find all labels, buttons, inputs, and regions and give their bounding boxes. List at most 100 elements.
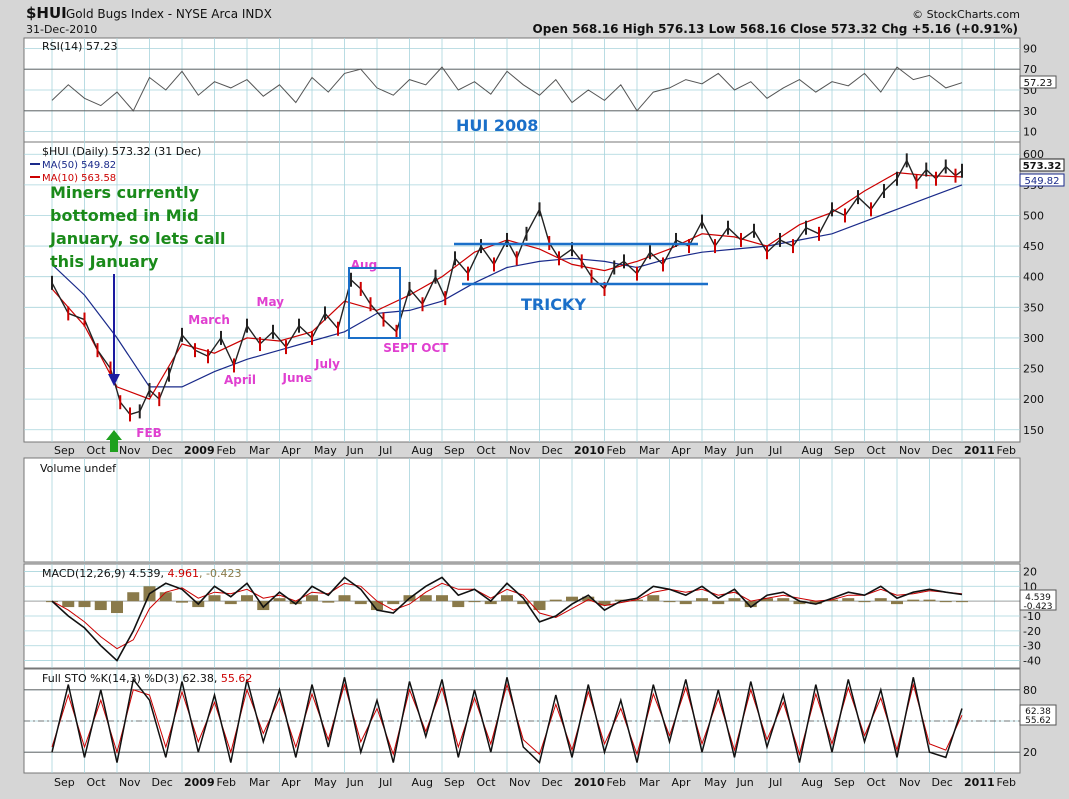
x-tick-label: Jul bbox=[768, 776, 782, 789]
sto-last-k: 62.38 bbox=[1025, 707, 1051, 717]
macd-hist-bar bbox=[939, 601, 952, 603]
macd-last-hist: -0.423 bbox=[1023, 602, 1052, 612]
symbol-name: Gold Bugs Index - NYSE Arca INDX bbox=[66, 7, 272, 21]
x-tick-label: Oct bbox=[867, 444, 887, 457]
macd-hist-bar bbox=[533, 601, 546, 611]
x-tick-label: Jun bbox=[346, 776, 364, 789]
x-tick-label: Sep bbox=[54, 776, 75, 789]
sept-oct-box bbox=[348, 267, 401, 339]
x-tick-label: 2009 bbox=[184, 776, 215, 789]
x-tick-label: Mar bbox=[249, 444, 270, 457]
y-tick-label: -30 bbox=[1023, 640, 1041, 653]
y-tick-label: 30 bbox=[1023, 105, 1037, 118]
month-annotation: March bbox=[188, 313, 230, 327]
price-label: $HUI (Daily) 573.32 (31 Dec) bbox=[42, 145, 201, 158]
sto-label-d: 55.62 bbox=[221, 672, 253, 685]
x-tick-label: Nov bbox=[899, 444, 921, 457]
y-tick-label: 90 bbox=[1023, 42, 1037, 55]
x-tick-label: Aug bbox=[412, 444, 433, 457]
y-tick-label: 450 bbox=[1023, 240, 1044, 253]
x-tick-label: Aug bbox=[412, 776, 433, 789]
y-tick-label: 10 bbox=[1023, 126, 1037, 139]
x-tick-label: Dec bbox=[152, 776, 173, 789]
x-tick-label: Jun bbox=[736, 776, 754, 789]
macd-hist-bar bbox=[891, 601, 903, 605]
x-tick-label: May bbox=[704, 444, 727, 457]
macd-hist-bar bbox=[631, 599, 643, 602]
x-tick-label: May bbox=[704, 776, 727, 789]
x-tick-label: 2011 bbox=[964, 776, 995, 789]
macd-hist-bar bbox=[419, 595, 432, 602]
macd-hist-bar bbox=[452, 601, 465, 608]
y-tick-label: 300 bbox=[1023, 332, 1044, 345]
x-tick-label: May bbox=[314, 776, 337, 789]
rsi-last-value: 57.23 bbox=[1024, 78, 1053, 89]
x-tick-label: Sep bbox=[834, 444, 855, 457]
x-tick-label: Dec bbox=[932, 444, 953, 457]
macd-hist-bar bbox=[647, 595, 660, 602]
x-axis-mid: Sep Oct Nov Dec 2009 Feb Mar Apr May Jun Jul Aug Sep… bbox=[54, 444, 1016, 457]
macd-hist-bar bbox=[208, 595, 221, 602]
rsi-label: RSI(14) 57.23 bbox=[42, 40, 117, 53]
y-tick-label: 200 bbox=[1023, 393, 1044, 406]
x-tick-label: Nov bbox=[509, 776, 531, 789]
y-tick-label: 600 bbox=[1023, 148, 1044, 161]
macd-hist-bar bbox=[566, 596, 578, 602]
macd-hist-bar bbox=[322, 601, 335, 603]
ma50-series bbox=[51, 184, 963, 388]
x-tick-label: Sep bbox=[54, 444, 75, 457]
miners-note: Miners currently bottomed in Mid January… bbox=[49, 183, 225, 271]
macd-hist-bar bbox=[241, 595, 253, 602]
ma10-label: MA(10) 563.58 bbox=[42, 173, 116, 184]
macd-hist-bar bbox=[679, 601, 692, 605]
macd-hist-bar bbox=[761, 598, 773, 602]
macd-hist-bar bbox=[793, 601, 806, 605]
macd-axis: 20100-10-20-30-40 bbox=[24, 565, 1041, 668]
macd-hist-bar bbox=[306, 595, 318, 602]
miners-note-line2: bottomed in Mid bbox=[50, 206, 199, 225]
macd-hist-bar bbox=[956, 601, 968, 603]
month-annotation: May bbox=[257, 295, 285, 309]
x-tick-label: Dec bbox=[932, 776, 953, 789]
macd-hist-bar bbox=[874, 598, 887, 602]
macd-hist-bar bbox=[62, 601, 75, 608]
x-tick-label: Sep bbox=[834, 776, 855, 789]
macd-hist-bar bbox=[159, 592, 172, 602]
x-tick-label: Sep bbox=[444, 444, 465, 457]
macd-last-badge bbox=[1019, 589, 1057, 611]
macd-hist-bar bbox=[712, 601, 725, 605]
x-tick-label: Oct bbox=[87, 776, 107, 789]
macd-hist-bar bbox=[663, 601, 676, 603]
x-tick-label: Apr bbox=[672, 444, 692, 457]
x-tick-label: Dec bbox=[152, 444, 173, 457]
x-tick-label: Jun bbox=[346, 444, 364, 457]
macd-hist-bar bbox=[436, 595, 448, 602]
x-tick-label: Oct bbox=[867, 776, 887, 789]
y-tick-label: 350 bbox=[1023, 301, 1044, 314]
x-tick-label: Apr bbox=[672, 776, 692, 789]
price-panel bbox=[23, 141, 1021, 443]
macd-hist-bar bbox=[127, 592, 140, 602]
macd-last-value: 4.539 bbox=[1025, 593, 1051, 603]
macd-hist-bar bbox=[338, 595, 351, 602]
macd-hist-bar bbox=[371, 601, 383, 611]
sto-label: Full STO %K(14,3) %D(3) 62.38, 55.62 bbox=[42, 672, 252, 685]
x-tick-label: Jul bbox=[768, 444, 782, 457]
macd-hist-bar bbox=[94, 601, 107, 611]
chart-date: 31-Dec-2010 bbox=[26, 23, 97, 36]
x-tick-label: Nov bbox=[119, 776, 141, 789]
month-annotation: Aug bbox=[351, 258, 377, 272]
tricky-annotation: TRICKY bbox=[521, 295, 586, 314]
macd-hist-bar bbox=[517, 601, 530, 605]
y-tick-label: 250 bbox=[1023, 363, 1044, 376]
macd-hist-bar bbox=[696, 598, 708, 602]
macd-hist-bar bbox=[78, 601, 91, 608]
x-tick-label: Feb bbox=[217, 776, 236, 789]
macd-label: MACD(12,26,9) 4.539, 4.961, -0.423 bbox=[42, 567, 241, 580]
volume-label: Volume undef bbox=[40, 462, 117, 475]
price-last-badge bbox=[1019, 158, 1065, 172]
sto-k-series bbox=[51, 677, 963, 765]
sto-last-badge bbox=[1019, 704, 1057, 726]
